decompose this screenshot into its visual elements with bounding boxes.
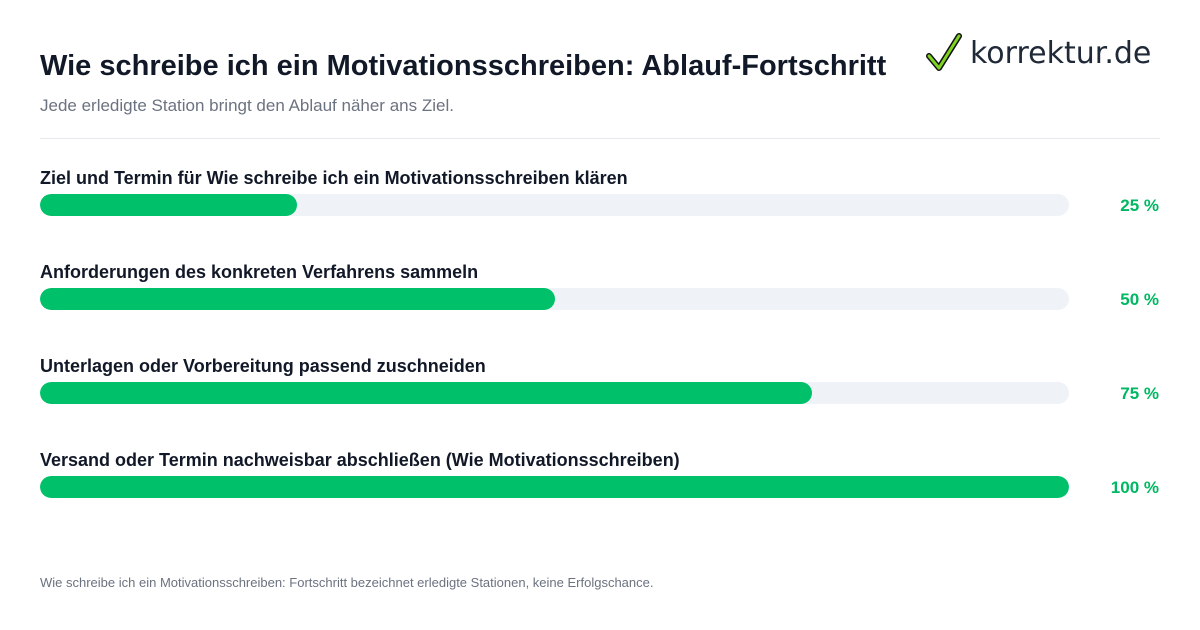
footnote: Wie schreibe ich ein Motivationsschreibe…	[40, 575, 654, 590]
progress-track	[40, 382, 1069, 404]
progress-bar	[40, 476, 1069, 498]
progress-bar	[40, 194, 297, 216]
progress-percent: 75 %	[1120, 384, 1159, 403]
brand-logo: korrektur.de	[926, 30, 1151, 76]
progress-label: Anforderungen des konkreten Verfahrens s…	[40, 262, 479, 282]
progress-percent: 50 %	[1120, 290, 1159, 309]
chart-title: Wie schreibe ich ein Motivationsschreibe…	[40, 50, 887, 82]
chart-subtitle: Jede erledigte Station bringt den Ablauf…	[40, 96, 454, 115]
checkmark-icon	[926, 33, 962, 71]
progress-bar	[40, 288, 555, 310]
progress-label: Ziel und Termin für Wie schreibe ich ein…	[40, 168, 628, 188]
progress-percent: 25 %	[1120, 196, 1159, 215]
progress-track	[40, 288, 1069, 310]
progress-label: Unterlagen oder Vorbereitung passend zus…	[40, 356, 486, 376]
header-divider	[40, 138, 1160, 139]
progress-percent: 100 %	[1110, 478, 1159, 497]
logo-text: korrektur.de	[970, 35, 1152, 71]
progress-bar	[40, 382, 812, 404]
progress-track	[40, 194, 1069, 216]
progress-label: Versand oder Termin nachweisbar abschlie…	[40, 450, 680, 470]
progress-track	[40, 476, 1069, 498]
